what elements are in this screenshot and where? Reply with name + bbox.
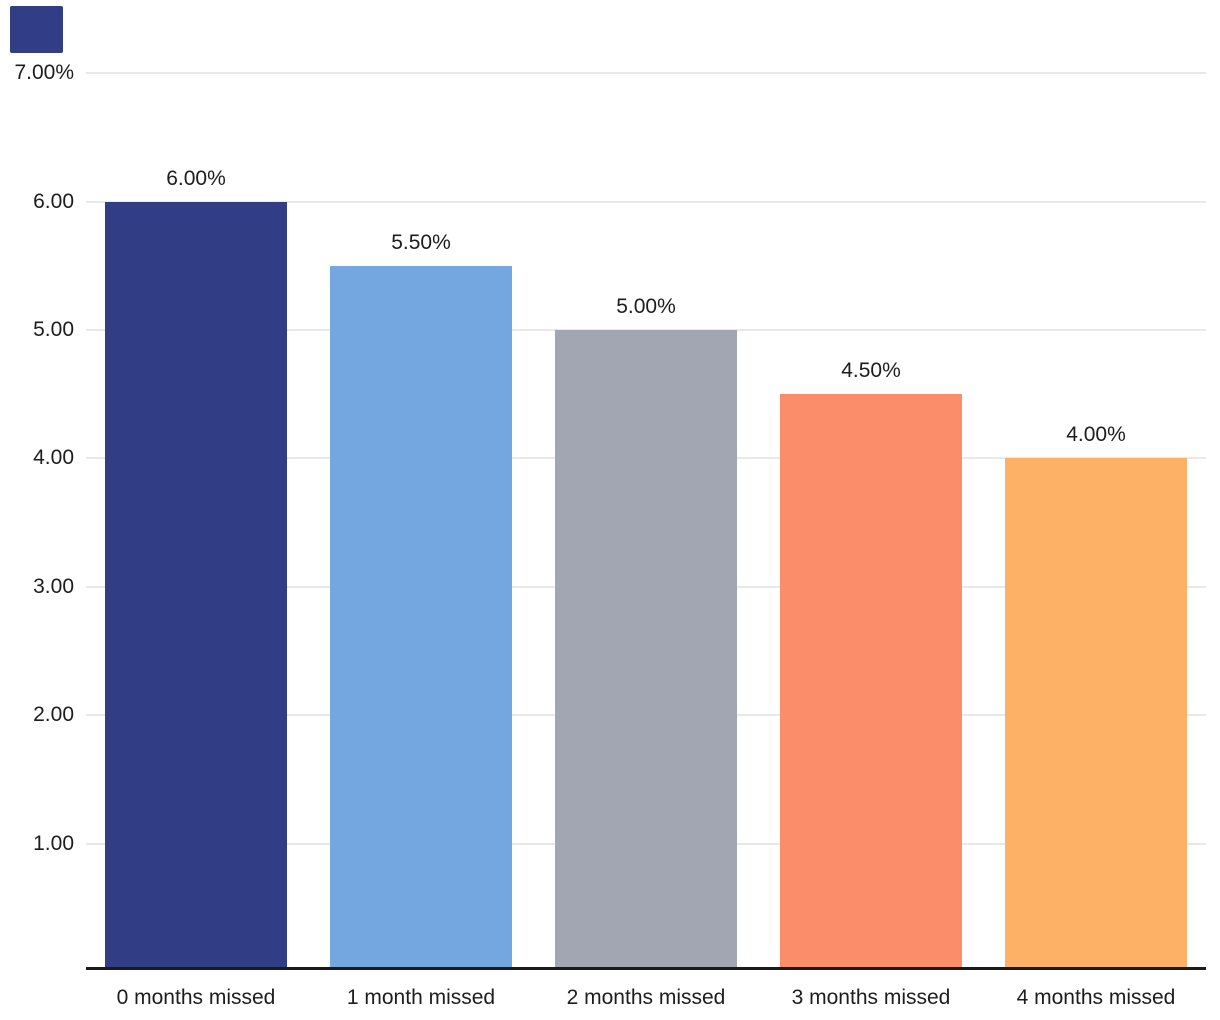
bar-3-months-missed [780,394,962,968]
y-axis-tick-label: 7.00% [14,61,74,84]
y-axis-tick-label: 4.00 [33,446,74,469]
bar-4-months-missed [1005,458,1187,968]
bar-2-months-missed [555,330,737,968]
bar-value-label: 5.50% [391,231,451,254]
x-axis-category-label: 2 months missed [566,986,726,1009]
x-axis-category-label: 4 months missed [1016,986,1176,1009]
bar-0-months-missed [105,202,287,968]
bar-value-label: 4.50% [841,359,901,382]
y-axis-tick-label: 3.00 [33,575,74,598]
y-axis-tick-label: 5.00 [33,318,74,341]
bar-1-month-missed [330,266,512,968]
legend-color-swatch [10,6,63,53]
x-axis-category-label: 1 month missed [346,986,496,1009]
gridline [86,72,1206,74]
gridline [86,201,1206,203]
bar-value-label: 6.00% [166,167,226,190]
y-axis-tick-label: 6.00 [33,190,74,213]
bar-value-label: 5.00% [616,295,676,318]
y-axis-tick-label: 1.00 [33,832,74,855]
bar-value-label: 4.00% [1066,423,1126,446]
x-axis-category-label: 0 months missed [116,986,276,1009]
x-axis-category-label: 3 months missed [791,986,951,1009]
x-axis-line [86,967,1206,970]
y-axis-tick-label: 2.00 [33,703,74,726]
